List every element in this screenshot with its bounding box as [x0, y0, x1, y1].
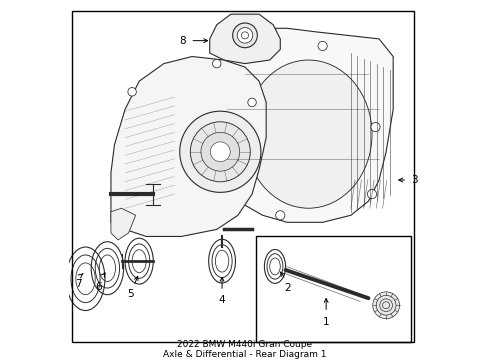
Circle shape: [276, 211, 285, 220]
Circle shape: [210, 142, 230, 162]
Polygon shape: [111, 208, 136, 240]
Circle shape: [368, 189, 377, 199]
Circle shape: [213, 59, 221, 68]
Circle shape: [373, 292, 399, 319]
Circle shape: [371, 122, 380, 132]
Text: 6: 6: [95, 282, 102, 292]
Text: 7: 7: [75, 279, 82, 289]
Circle shape: [233, 45, 243, 54]
Circle shape: [190, 122, 250, 182]
Polygon shape: [210, 14, 280, 64]
Bar: [256, 237, 411, 342]
Circle shape: [318, 41, 327, 50]
Circle shape: [237, 28, 253, 43]
Polygon shape: [210, 28, 393, 222]
Circle shape: [233, 23, 257, 48]
Text: 3: 3: [412, 175, 418, 185]
Polygon shape: [111, 57, 266, 237]
Circle shape: [248, 98, 256, 107]
Ellipse shape: [245, 60, 372, 208]
Text: 5: 5: [127, 289, 134, 300]
Text: 1: 1: [323, 317, 329, 327]
Text: 4: 4: [219, 294, 225, 305]
Circle shape: [201, 132, 240, 171]
Circle shape: [128, 87, 136, 96]
Text: 2: 2: [285, 283, 292, 293]
Text: 8: 8: [179, 36, 186, 46]
Text: 2022 BMW M440i Gran Coupe
Axle & Differential - Rear Diagram 1: 2022 BMW M440i Gran Coupe Axle & Differe…: [163, 339, 327, 359]
Circle shape: [180, 111, 261, 192]
